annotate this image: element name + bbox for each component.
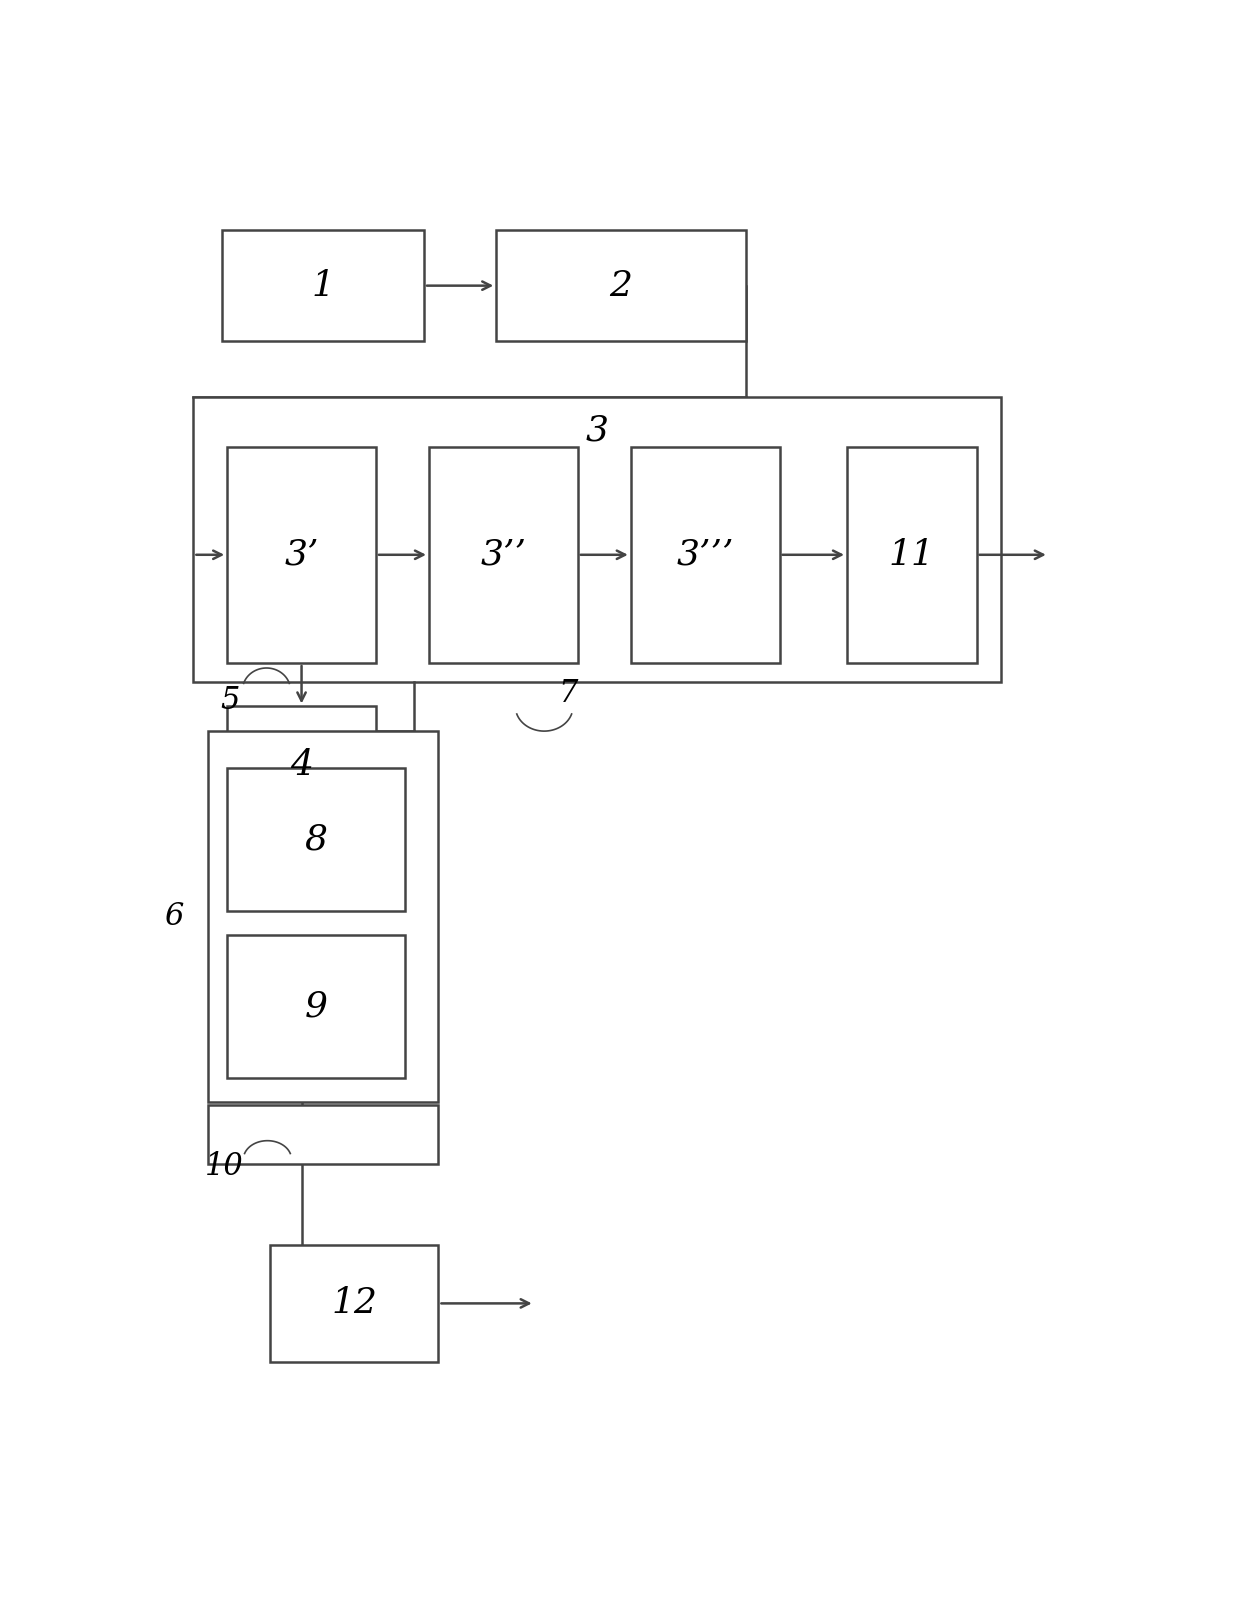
FancyBboxPatch shape	[270, 1244, 439, 1363]
FancyBboxPatch shape	[847, 447, 977, 664]
FancyBboxPatch shape	[227, 768, 404, 911]
FancyBboxPatch shape	[193, 397, 1001, 681]
Text: 3’’’: 3’’’	[677, 538, 734, 572]
FancyBboxPatch shape	[227, 447, 376, 664]
FancyBboxPatch shape	[208, 731, 439, 1102]
FancyBboxPatch shape	[208, 1104, 439, 1163]
Text: 3’: 3’	[284, 538, 319, 572]
FancyBboxPatch shape	[496, 230, 746, 341]
FancyBboxPatch shape	[227, 707, 376, 824]
Text: 2: 2	[610, 268, 632, 302]
FancyBboxPatch shape	[429, 447, 578, 664]
Text: 6: 6	[165, 902, 184, 932]
Text: 12: 12	[331, 1286, 377, 1321]
Text: 5: 5	[221, 685, 239, 715]
FancyBboxPatch shape	[222, 230, 424, 341]
Text: 10: 10	[205, 1151, 244, 1183]
Text: 8: 8	[305, 823, 327, 857]
Text: 4: 4	[290, 749, 312, 783]
Text: 7: 7	[558, 678, 578, 709]
Text: 9: 9	[305, 990, 327, 1024]
Text: 3’’: 3’’	[480, 538, 526, 572]
Text: 3: 3	[585, 413, 609, 447]
FancyBboxPatch shape	[227, 935, 404, 1078]
FancyBboxPatch shape	[631, 447, 780, 664]
Text: 1: 1	[311, 268, 335, 302]
Text: 11: 11	[889, 538, 935, 572]
